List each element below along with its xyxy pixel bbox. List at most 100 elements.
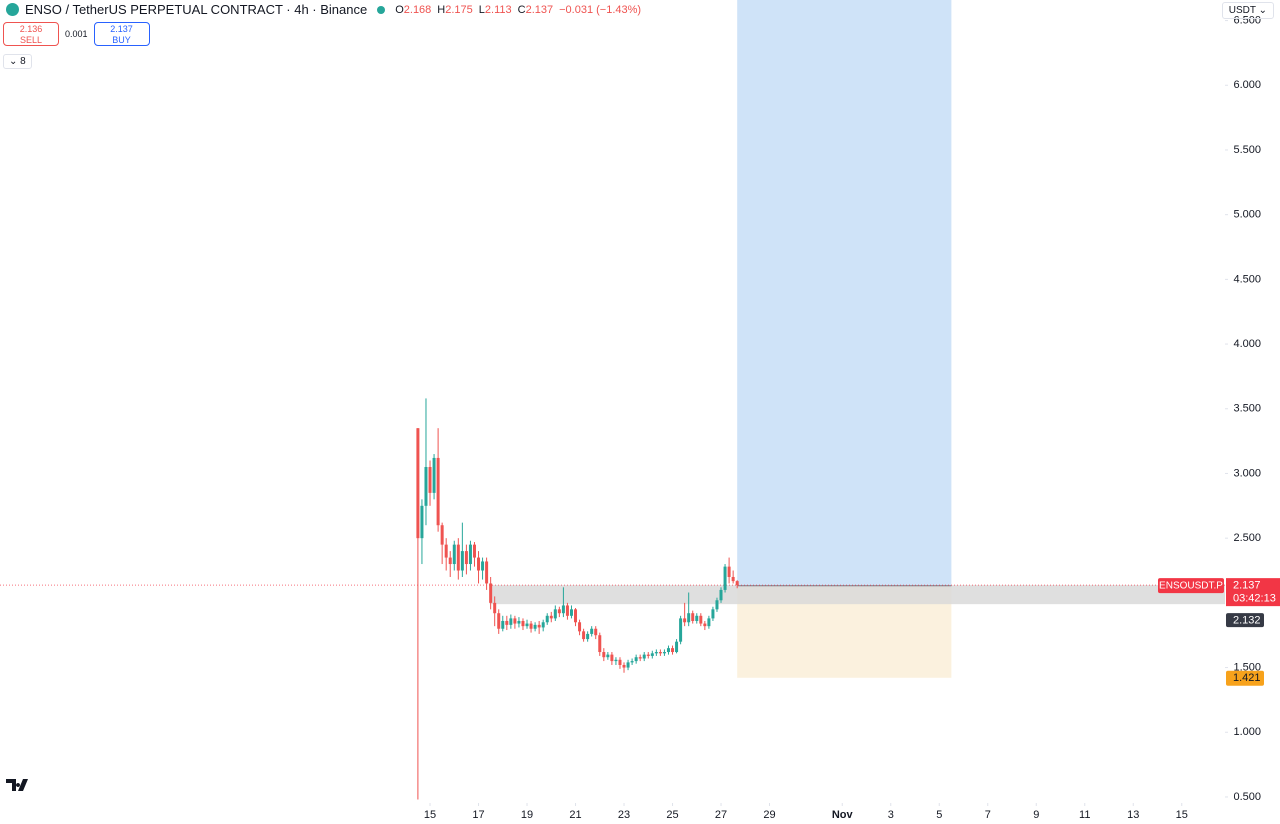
symbol-logo — [6, 3, 19, 16]
currency-select[interactable]: USDT ⌄ — [1221, 2, 1274, 19]
candle-body — [432, 457, 436, 493]
symbol-title[interactable]: ENSO / TetherUS PERPETUAL CONTRACT · 4h … — [25, 2, 368, 17]
x-tick-label: 5 — [936, 809, 942, 821]
y-tick-label: 3.500 — [1233, 403, 1261, 415]
entry-label-bg — [1226, 613, 1264, 628]
x-tick-label: 15 — [424, 809, 436, 821]
x-tick-label: 7 — [985, 809, 991, 821]
candle-body — [468, 544, 472, 565]
y-tick-label: 1.500 — [1233, 661, 1261, 673]
x-tick-label: 9 — [1033, 809, 1039, 821]
candle-body — [634, 657, 638, 662]
change: −0.031 (−1.43%) — [559, 3, 642, 16]
candle-body — [460, 551, 464, 571]
candle-body — [650, 653, 654, 656]
candle-body — [472, 544, 476, 558]
candle-body — [658, 652, 662, 654]
candle-body — [711, 609, 715, 619]
x-tick-label: Nov — [832, 809, 854, 821]
y-tick-label: 5.000 — [1233, 209, 1261, 221]
candle-body — [557, 609, 561, 614]
candle-body — [675, 641, 679, 653]
last-price-label: 2.137 — [1233, 580, 1261, 592]
candle-body — [695, 615, 699, 621]
candle-body — [420, 505, 424, 539]
candle-body — [691, 613, 695, 621]
stop-label: 1.421 — [1233, 672, 1261, 684]
candle-body — [569, 609, 573, 616]
candle-body — [642, 654, 646, 659]
currency: USDT — [1228, 5, 1256, 16]
candle-body — [517, 620, 521, 624]
candle-body — [630, 661, 634, 663]
x-tick-label: 29 — [763, 809, 775, 821]
candle-body — [662, 652, 666, 654]
candle-body — [606, 654, 610, 658]
candle-body — [646, 654, 650, 656]
candle-body — [683, 618, 687, 623]
x-tick-label: 25 — [666, 809, 678, 821]
candle-body — [703, 623, 707, 627]
y-tick-label: 3.000 — [1233, 467, 1261, 479]
candle-body — [679, 618, 683, 642]
candle-body — [549, 615, 553, 619]
candle-body — [626, 662, 630, 668]
candle-body — [456, 544, 460, 571]
candle-body — [586, 633, 590, 640]
y-tick-label: 5.500 — [1233, 144, 1261, 156]
candle-body — [489, 583, 493, 603]
spread: 0.001 — [65, 29, 88, 39]
candle-body — [436, 457, 440, 526]
ohlc-label: L — [478, 3, 485, 16]
candle-body — [416, 428, 420, 539]
buy-label: BUY — [112, 35, 131, 45]
y-tick-label: 2.500 — [1233, 532, 1261, 544]
candle-body — [501, 620, 505, 629]
candle-body — [715, 600, 719, 610]
target-area — [737, 0, 952, 586]
candle-body — [614, 659, 618, 662]
sell-price: 2.136 — [19, 24, 43, 34]
y-tick-label: 6.000 — [1233, 79, 1261, 91]
buy-price: 2.137 — [110, 24, 133, 34]
candle-body — [424, 466, 428, 506]
candle-body — [565, 605, 569, 616]
candle-body — [481, 561, 485, 571]
quick-trade: 2.136 SELL 0.001 2.137 BUY — [3, 22, 150, 46]
indicator-count: 8 — [20, 56, 26, 67]
y-tick-label: 4.500 — [1233, 273, 1261, 285]
ohlc-value: 2.175 — [445, 3, 473, 16]
candle-body — [666, 648, 670, 653]
candle-body — [578, 622, 582, 632]
x-tick-label: 19 — [521, 809, 533, 821]
candle-body — [533, 624, 537, 629]
candle-body — [521, 620, 525, 627]
x-tick-label: 23 — [618, 809, 630, 821]
candle-body — [561, 605, 565, 614]
ohlc-value: 2.137 — [525, 3, 554, 16]
ohlc-label: H — [437, 3, 446, 16]
candle-body — [582, 631, 586, 640]
ohlc-label: C — [517, 3, 526, 16]
x-tick-label: 11 — [1079, 809, 1090, 821]
candle-body — [497, 613, 501, 629]
x-tick-label: 15 — [1176, 809, 1188, 821]
y-tick-label: 1.000 — [1233, 726, 1261, 738]
sell-button[interactable]: 2.136 SELL — [3, 22, 59, 46]
candle-body — [477, 557, 481, 571]
indicators-toggle[interactable]: ⌄ 8 — [3, 54, 32, 69]
candle-body — [493, 602, 497, 614]
candle-body — [509, 618, 513, 625]
candle-body — [671, 648, 675, 653]
candle-body — [610, 654, 614, 662]
candle-body — [444, 544, 448, 558]
candle-body — [464, 551, 468, 565]
buy-button[interactable]: 2.137 BUY — [93, 22, 150, 46]
candle-body — [537, 624, 541, 628]
x-tick-label: 3 — [888, 809, 894, 821]
ohlc-value: 2.113 — [484, 3, 512, 16]
tv-logo — [6, 779, 28, 791]
candle-body — [452, 544, 456, 565]
x-tick-label: 27 — [715, 809, 727, 821]
